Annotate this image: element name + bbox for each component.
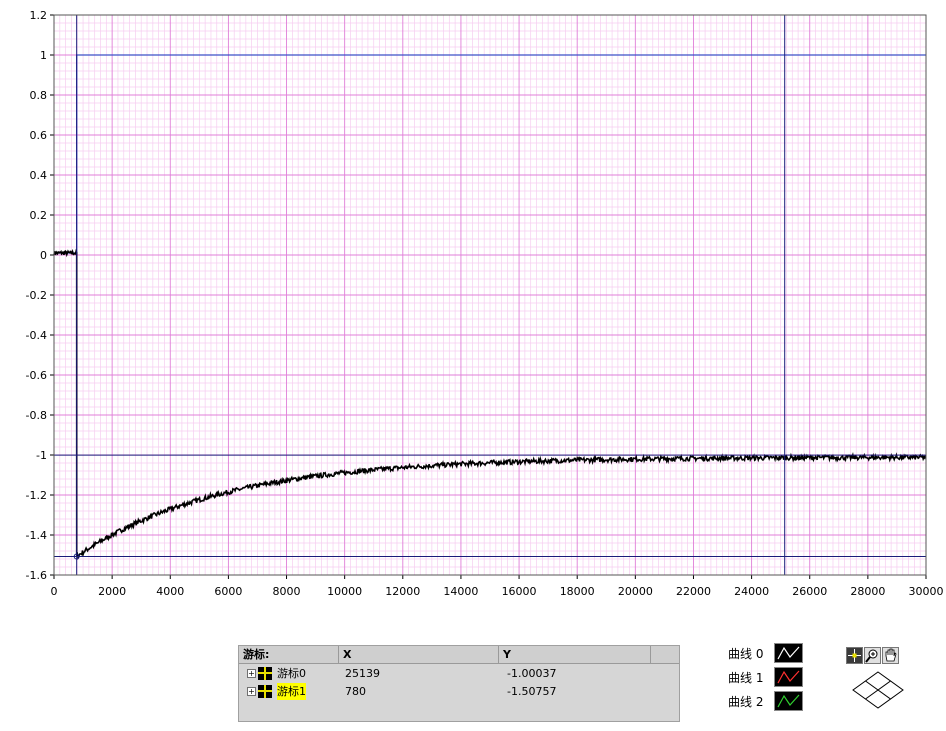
waveform-chart: 0 2000 4000 6000 8000 10000 12000 14000 16000 180… (26, 9, 944, 598)
cursor-row-name: 游标1 (277, 683, 306, 700)
x-tick-label: 12000 (385, 585, 420, 598)
cursor-point-marker (73, 553, 80, 560)
x-tick-label: 16000 (502, 585, 537, 598)
line-swatch-icon (774, 667, 803, 687)
x-tick-label: 0 (51, 585, 58, 598)
cursor-row-x: 25139 (345, 667, 380, 680)
x-tick-label: 24000 (734, 585, 769, 598)
y-tick-label: 0.2 (30, 209, 48, 222)
x-tick-label: 8000 (273, 585, 301, 598)
line-swatch-icon (774, 643, 803, 663)
grid (53, 14, 927, 576)
expand-icon[interactable]: + (247, 687, 256, 696)
cursor-row-y: -1.50757 (507, 685, 557, 698)
legend-label: 曲线 0 (728, 647, 764, 661)
cursor-legend-table[interactable]: 游标: X Y + 游标0 25139 -1.00037 + 游标1 780 -… (238, 645, 680, 722)
cursor-layer (54, 15, 926, 575)
y-tick-label: -0.8 (26, 409, 47, 422)
legend-label: 曲线 1 (728, 671, 764, 685)
axes: 0 2000 4000 6000 8000 10000 12000 14000 16000 180… (26, 9, 944, 598)
plot-frame (53, 14, 927, 576)
cursor-header-extra (651, 646, 679, 663)
cursor-header-y: Y (499, 646, 651, 663)
cursor-header-name: 游标: (239, 646, 339, 663)
cursor-row[interactable]: + 游标0 25139 -1.00037 (239, 665, 679, 682)
cursor-crosshair-icon (258, 667, 272, 680)
x-tick-label: 28000 (850, 585, 885, 598)
pan-hand-tool-icon[interactable] (882, 647, 899, 664)
x-tick-label: 14000 (443, 585, 478, 598)
y-tick-label: 1 (40, 49, 47, 62)
y-tick-label: 0.6 (30, 129, 48, 142)
x-tick-label: 18000 (560, 585, 595, 598)
y-tick-label: -1 (36, 449, 47, 462)
line-swatch-icon (774, 691, 803, 711)
x-tick-label: 26000 (792, 585, 827, 598)
cursor-row-name: 游标0 (277, 667, 306, 680)
cursor-mover-diamond-icon[interactable] (850, 669, 906, 711)
x-tick-label: 30000 (909, 585, 944, 598)
cursor-header-x: X (339, 646, 499, 663)
x-tick-label: 10000 (327, 585, 362, 598)
y-tick-label: 0 (40, 249, 47, 262)
cursor-row-y: -1.00037 (507, 667, 557, 680)
y-tick-label: 0.8 (30, 89, 48, 102)
cursor-row-x: 780 (345, 685, 366, 698)
y-tick-label: -0.2 (26, 289, 47, 302)
cursor-row[interactable]: + 游标1 780 -1.50757 (239, 683, 679, 700)
zoom-tool-icon[interactable] (864, 647, 881, 664)
y-tick-label: 1.2 (30, 9, 48, 22)
expand-icon[interactable]: + (247, 669, 256, 678)
y-tick-label: -1.2 (26, 489, 47, 502)
cursor-table-header: 游标: X Y (239, 646, 679, 664)
y-tick-label: -1.6 (26, 569, 47, 582)
y-tick-label: -1.4 (26, 529, 47, 542)
y-tick-label: 0.4 (30, 169, 48, 182)
cursor-move-tool-icon[interactable] (846, 647, 863, 664)
x-tick-label: 4000 (156, 585, 184, 598)
x-tick-label: 22000 (676, 585, 711, 598)
legend-label: 曲线 2 (728, 695, 764, 709)
y-tick-label: -0.6 (26, 369, 47, 382)
series-line-0 (53, 248, 927, 560)
cursor-crosshair-icon (258, 685, 272, 698)
y-tick-label: -0.4 (26, 329, 47, 342)
x-tick-label: 20000 (618, 585, 653, 598)
x-tick-label: 2000 (98, 585, 126, 598)
x-tick-label: 6000 (214, 585, 242, 598)
